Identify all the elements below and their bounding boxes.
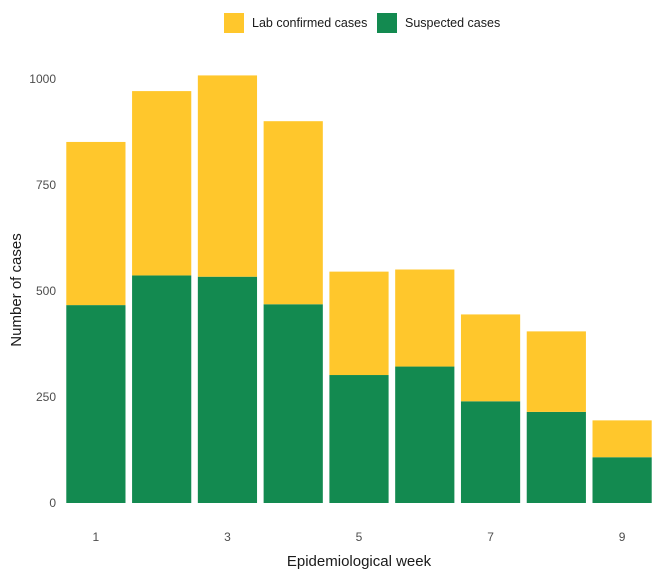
y-tick-label-0: 0: [49, 496, 56, 510]
bar-suspected-week-3: [197, 276, 258, 503]
x-axis-ticks: 1 3 5 7 9: [93, 530, 626, 544]
y-tick-label-1000: 1000: [29, 72, 56, 86]
bar-lab-confirmed-week-8: [526, 331, 586, 412]
y-tick-label-750: 750: [36, 178, 56, 192]
bar-lab-confirmed-week-9: [592, 420, 652, 458]
x-tick-label-1: 1: [93, 530, 100, 544]
x-axis-title: Epidemiological week: [287, 553, 432, 570]
bar-lab-confirmed-week-6: [395, 269, 455, 367]
bar-suspected-week-6: [395, 366, 455, 503]
legend-swatch-suspected: [377, 13, 397, 33]
bar-suspected-week-2: [132, 275, 192, 503]
bar-suspected-week-7: [460, 401, 521, 503]
x-tick-label-7: 7: [487, 530, 494, 544]
bars: [66, 75, 652, 503]
y-tick-label-250: 250: [36, 390, 56, 404]
y-axis-title: Number of cases: [8, 233, 25, 346]
legend: Lab confirmed cases Suspected cases: [224, 13, 500, 33]
bar-lab-confirmed-week-2: [132, 91, 192, 276]
y-tick-label-500: 500: [36, 284, 56, 298]
legend-label-lab-confirmed: Lab confirmed cases: [252, 16, 367, 30]
bar-lab-confirmed-week-5: [329, 271, 389, 376]
bar-suspected-week-4: [263, 304, 323, 503]
bar-lab-confirmed-week-7: [460, 314, 521, 402]
x-tick-label-5: 5: [356, 530, 363, 544]
bar-lab-confirmed-week-1: [66, 141, 126, 306]
y-axis-ticks: 0 250 500 750 1000: [29, 72, 56, 510]
bar-suspected-week-5: [329, 375, 389, 503]
bar-suspected-week-8: [526, 411, 586, 503]
bar-suspected-week-1: [66, 305, 126, 503]
x-tick-label-9: 9: [619, 530, 626, 544]
legend-label-suspected: Suspected cases: [405, 16, 500, 30]
bar-lab-confirmed-week-4: [263, 121, 323, 305]
x-tick-label-3: 3: [224, 530, 231, 544]
bar-suspected-week-9: [592, 457, 652, 503]
bar-lab-confirmed-week-3: [197, 75, 258, 277]
legend-swatch-lab-confirmed: [224, 13, 244, 33]
